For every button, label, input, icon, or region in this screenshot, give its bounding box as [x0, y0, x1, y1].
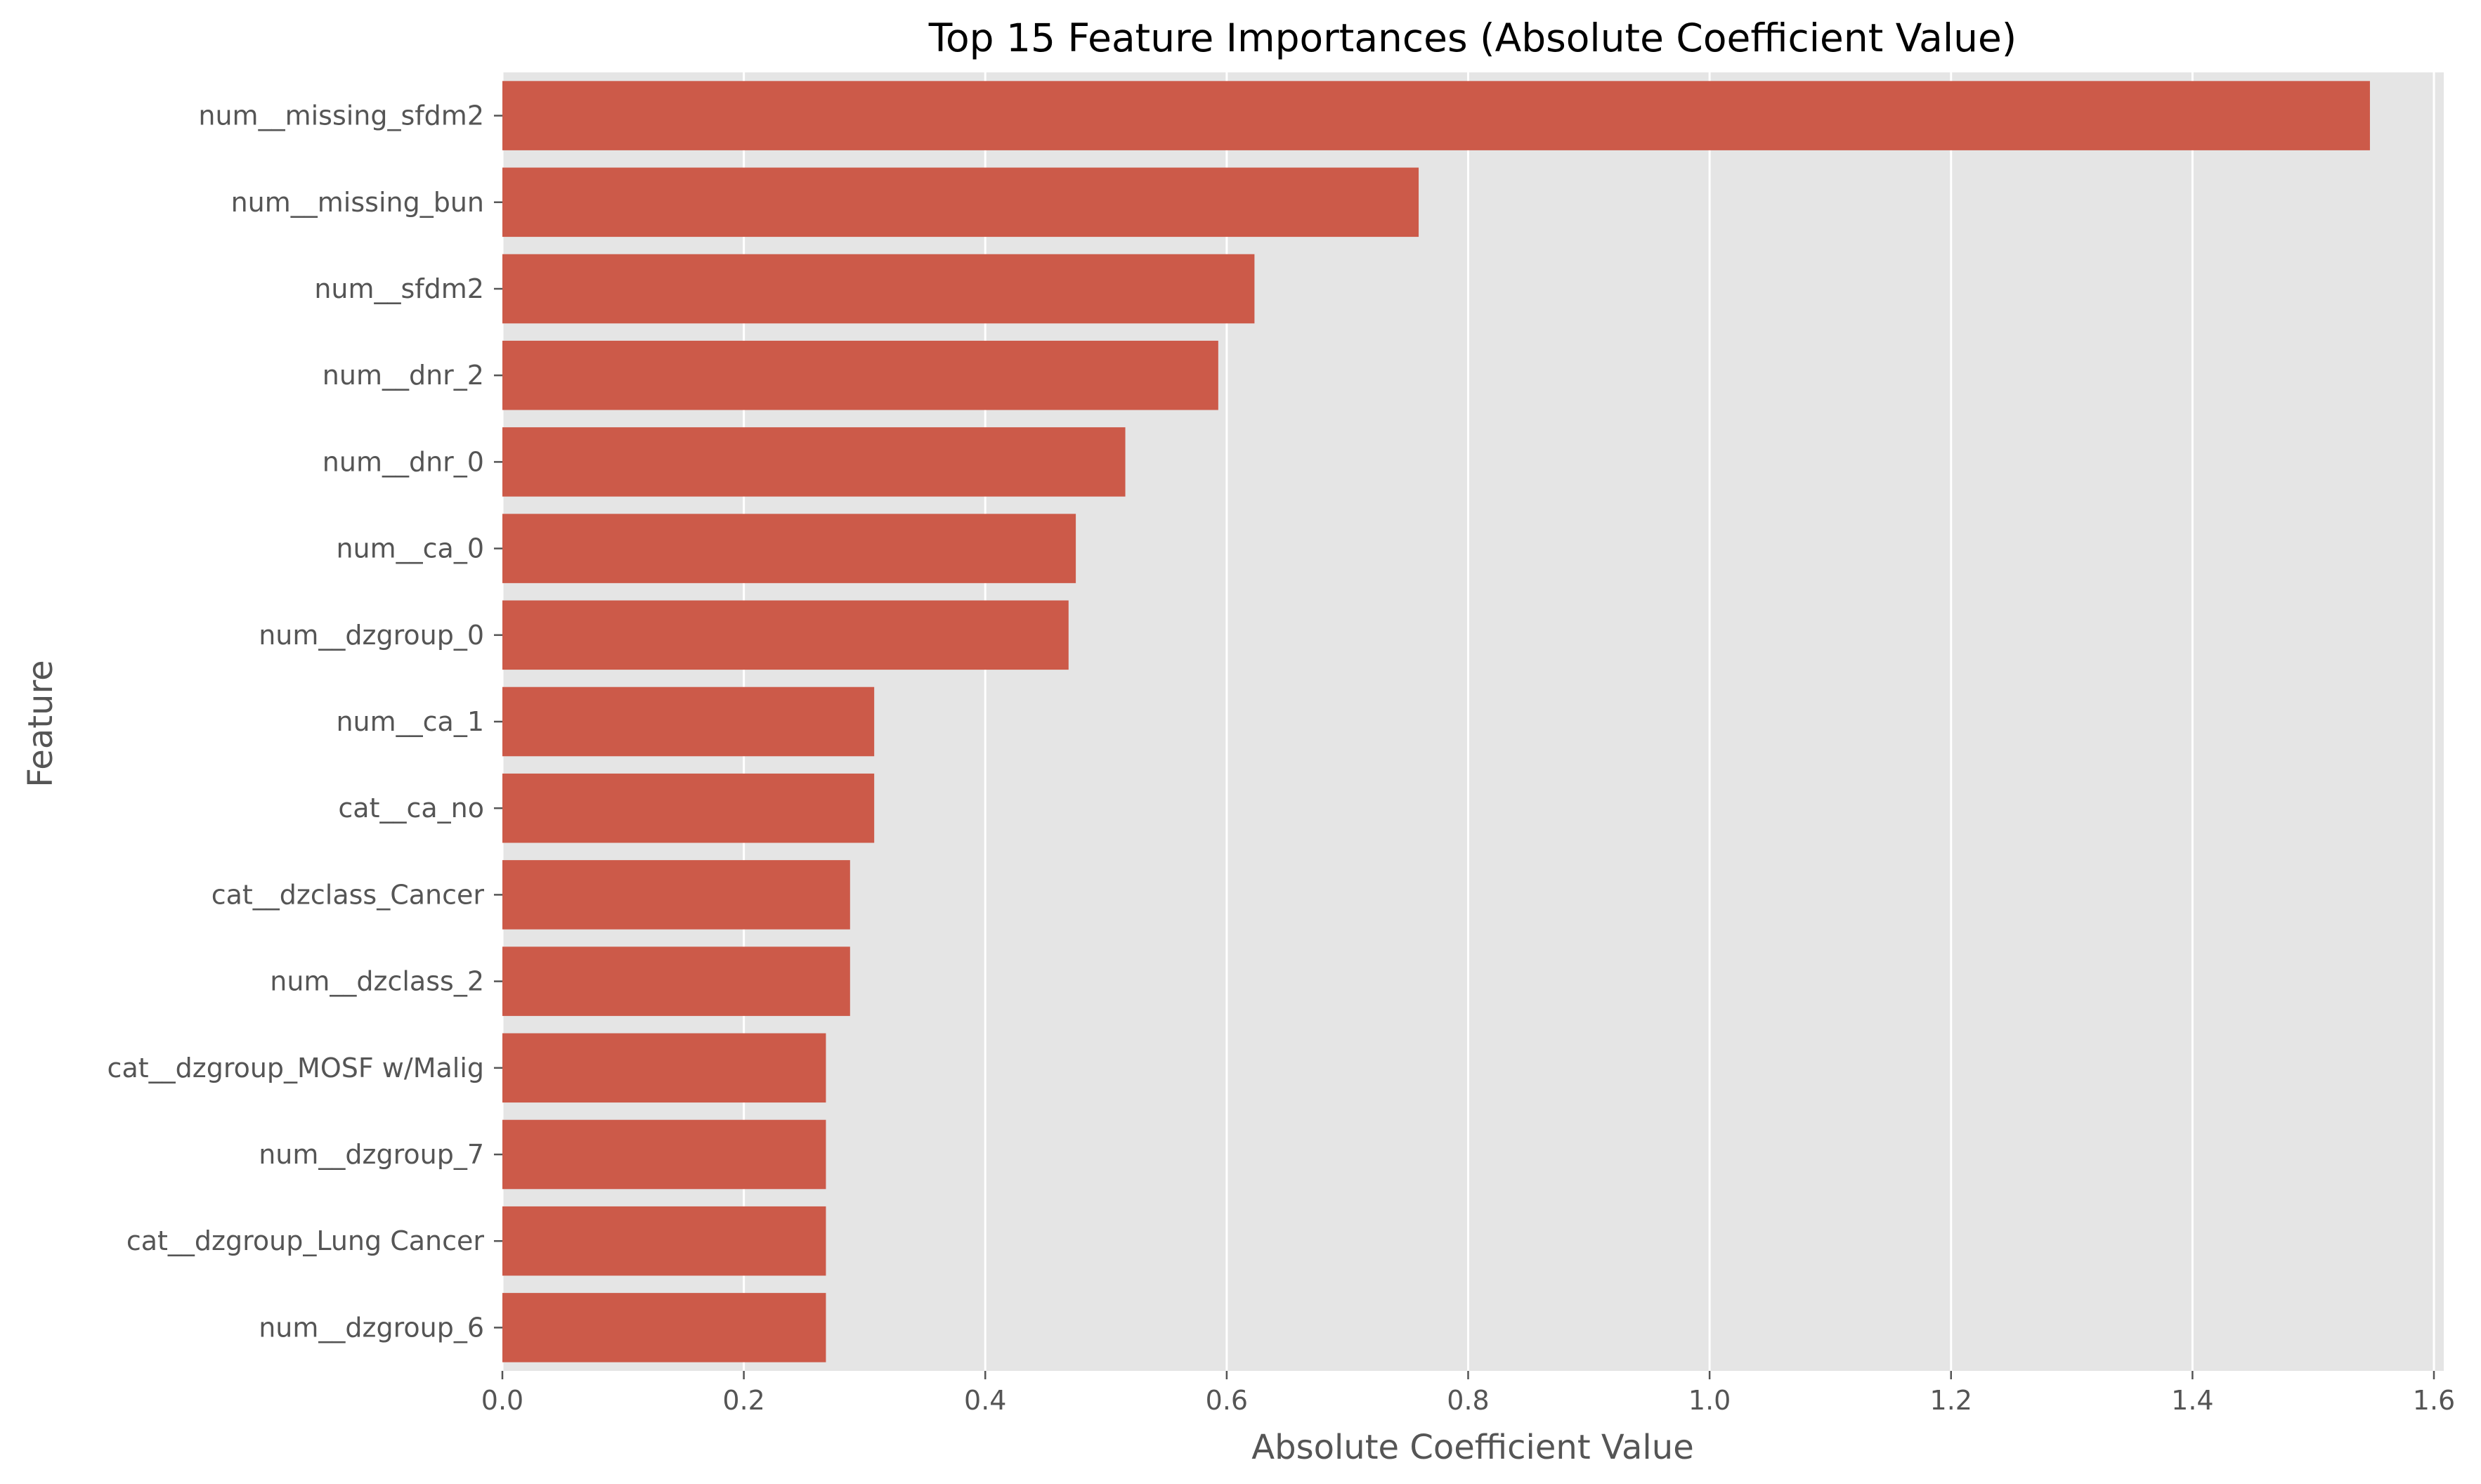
bar: [502, 427, 1126, 497]
y-tick-label: num__sfdm2: [314, 273, 484, 304]
bar: [502, 340, 1218, 410]
x-axis-ticks: 0.0 0.2 0.4 0.6 0.8 1.0 1.2 1.4 1.6: [481, 1371, 2455, 1416]
bar: [502, 860, 850, 930]
y-tick-label: num__dzgroup_6: [259, 1312, 484, 1343]
bar: [502, 254, 1255, 324]
y-tick-label: num__dnr_2: [323, 360, 484, 391]
y-tick-label: num__ca_1: [336, 706, 484, 737]
bar: [502, 946, 850, 1016]
bar: [502, 1119, 826, 1190]
y-tick-label: num__dzclass_2: [270, 966, 484, 997]
y-tick-label: cat__ca_no: [338, 793, 484, 824]
y-tick-label: num__ca_0: [336, 533, 484, 564]
bar: [502, 773, 875, 843]
x-tick-label: 0.6: [1206, 1385, 1248, 1416]
x-tick-label: 0.0: [481, 1385, 523, 1416]
y-tick-label: cat__dzclass_Cancer: [211, 879, 485, 910]
x-tick-label: 0.4: [964, 1385, 1006, 1416]
y-tick-label: num__dzgroup_0: [259, 620, 484, 651]
x-tick-label: 0.8: [1447, 1385, 1489, 1416]
bar: [502, 1033, 826, 1103]
y-axis-label: Feature: [21, 660, 60, 787]
bar: [502, 686, 875, 757]
x-tick-label: 1.0: [1688, 1385, 1731, 1416]
bar: [502, 600, 1069, 670]
x-tick-label: 1.6: [2413, 1385, 2455, 1416]
bar: [502, 81, 2370, 150]
x-axis-label: Absolute Coefficient Value: [1251, 1428, 1693, 1467]
bar: [502, 167, 1419, 237]
y-tick-label: num__missing_sfdm2: [198, 100, 484, 131]
bar: [502, 514, 1076, 583]
bar: [502, 1206, 826, 1276]
x-tick-label: 0.2: [722, 1385, 764, 1416]
chart-title: Top 15 Feature Importances (Absolute Coe…: [928, 15, 2017, 60]
y-tick-label: cat__dzgroup_Lung Cancer: [126, 1225, 485, 1256]
y-tick-label: cat__dzgroup_MOSF w/Malig: [108, 1053, 484, 1083]
y-tick-label: num__missing_bun: [231, 187, 484, 218]
bar: [502, 1293, 826, 1362]
bars: [502, 81, 2370, 1362]
y-tick-label: num__dnr_0: [323, 446, 484, 477]
y-tick-label: num__dzgroup_7: [259, 1139, 484, 1170]
x-tick-label: 1.4: [2171, 1385, 2213, 1416]
y-axis-ticks: num__missing_sfdm2 num__missing_bun num__s…: [108, 100, 502, 1343]
x-tick-label: 1.2: [1930, 1385, 1972, 1416]
